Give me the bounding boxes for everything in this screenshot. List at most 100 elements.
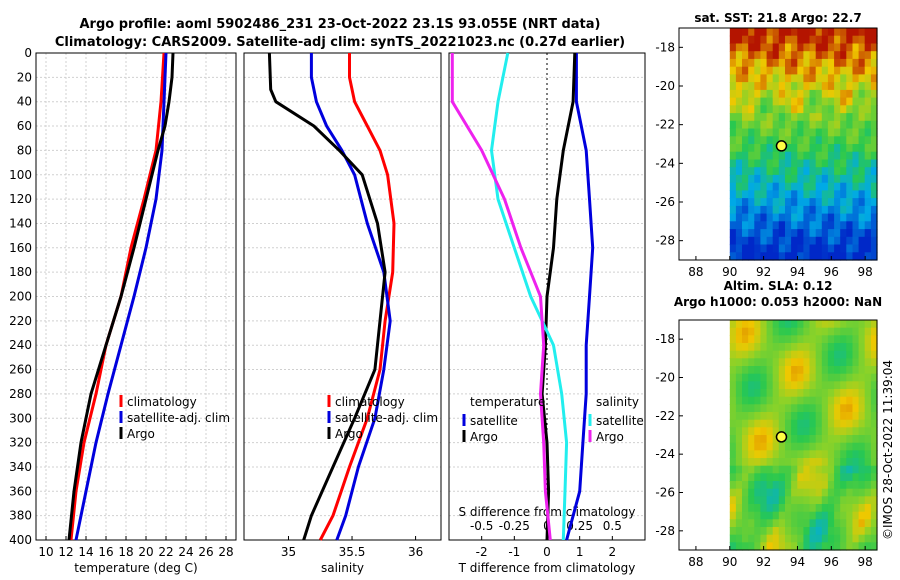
map-cell [821,221,829,230]
map-cell [766,244,774,253]
map-cell [827,327,835,336]
map-cell [791,159,798,168]
map-cell [840,120,847,130]
map-y-tick-label: -28 [655,234,675,248]
map-cell [772,252,780,261]
map-cell [748,244,755,253]
map-cell [772,221,780,230]
map-cell [760,151,768,160]
map-cell [834,366,841,375]
map-cell [785,151,792,160]
map-cell [785,427,792,436]
map-cell [797,82,804,91]
depth-tick-label: 80 [17,143,32,157]
map-cell [729,358,737,367]
map-cell [791,335,798,344]
map-cell [785,128,792,137]
map-y-tick-label: -22 [655,118,675,132]
map-cell [760,89,768,99]
map-cell [797,136,804,145]
map-cell [791,320,798,329]
map-cell [791,373,798,382]
map-cell [766,144,774,153]
map-cell [785,213,792,222]
map-cell [809,128,817,137]
map-cell [864,151,872,160]
map-cell [791,404,798,413]
map-cell [870,450,878,459]
map-cell [840,28,847,37]
map-cell [748,221,755,230]
x2-tick-label: -0.5 [470,519,493,533]
map-cell [760,488,768,497]
map-cell [846,442,853,451]
map-cell [803,213,811,222]
map-cell [803,144,811,153]
map-cell [772,534,780,543]
map-cell [821,236,829,246]
map-cell [852,404,860,413]
map-cell [772,435,780,444]
map-cell [809,28,817,37]
map-cell [809,465,817,474]
map-cell [846,151,853,160]
map-cell [852,43,860,52]
map-cell [858,128,866,137]
map-cell [803,113,811,122]
map-cell [803,481,811,490]
map-cell [815,435,823,444]
map-cell [785,136,792,145]
map-cell [834,519,841,528]
map-cell [809,244,817,253]
map-cell [742,473,749,482]
map-cell [785,190,792,199]
map-cell [864,97,872,106]
depth-tick-label: 200 [9,290,32,304]
map-cell [870,496,878,505]
map-cell [821,213,829,222]
map-cell [870,113,878,122]
map-cell [821,519,829,528]
map-cell [852,190,860,199]
map-cell [827,442,835,451]
map-cell [846,167,853,176]
map-cell [809,221,817,230]
map-cell [760,381,768,390]
map-cell [870,320,878,329]
map-cell [846,97,853,106]
map-cell [864,404,872,413]
map-cell [748,28,755,37]
map-cell [809,481,817,490]
map-cell [778,366,786,375]
map-cell [772,105,780,114]
map-cell [785,205,792,215]
map-cell [791,244,798,253]
map-cell [754,389,761,398]
map-cell [760,358,768,367]
map-cell [840,473,847,482]
x-tick-label: 10 [38,545,53,559]
map-cell [827,496,835,505]
map-cell [858,389,866,398]
map-cell [840,74,847,83]
map-cell [864,435,872,444]
map-cell [772,120,780,130]
map-cell [864,473,872,482]
map-cell [840,404,847,413]
legend-label: satellite-adj. clim [127,411,230,425]
map-cell [778,358,786,367]
map-cell [834,174,841,184]
map-cell [797,97,804,106]
map-cell [852,252,860,261]
map-cell [870,167,878,176]
map-cell [735,404,743,413]
depth-tick-label: 0 [24,46,32,60]
map-cell [815,82,823,91]
map-cell [803,198,811,207]
map-cell [785,229,792,238]
map-cell [815,404,823,413]
map-cell [766,74,774,83]
map-cell [864,51,872,60]
map-cell [760,335,768,344]
map-cell [735,465,743,474]
